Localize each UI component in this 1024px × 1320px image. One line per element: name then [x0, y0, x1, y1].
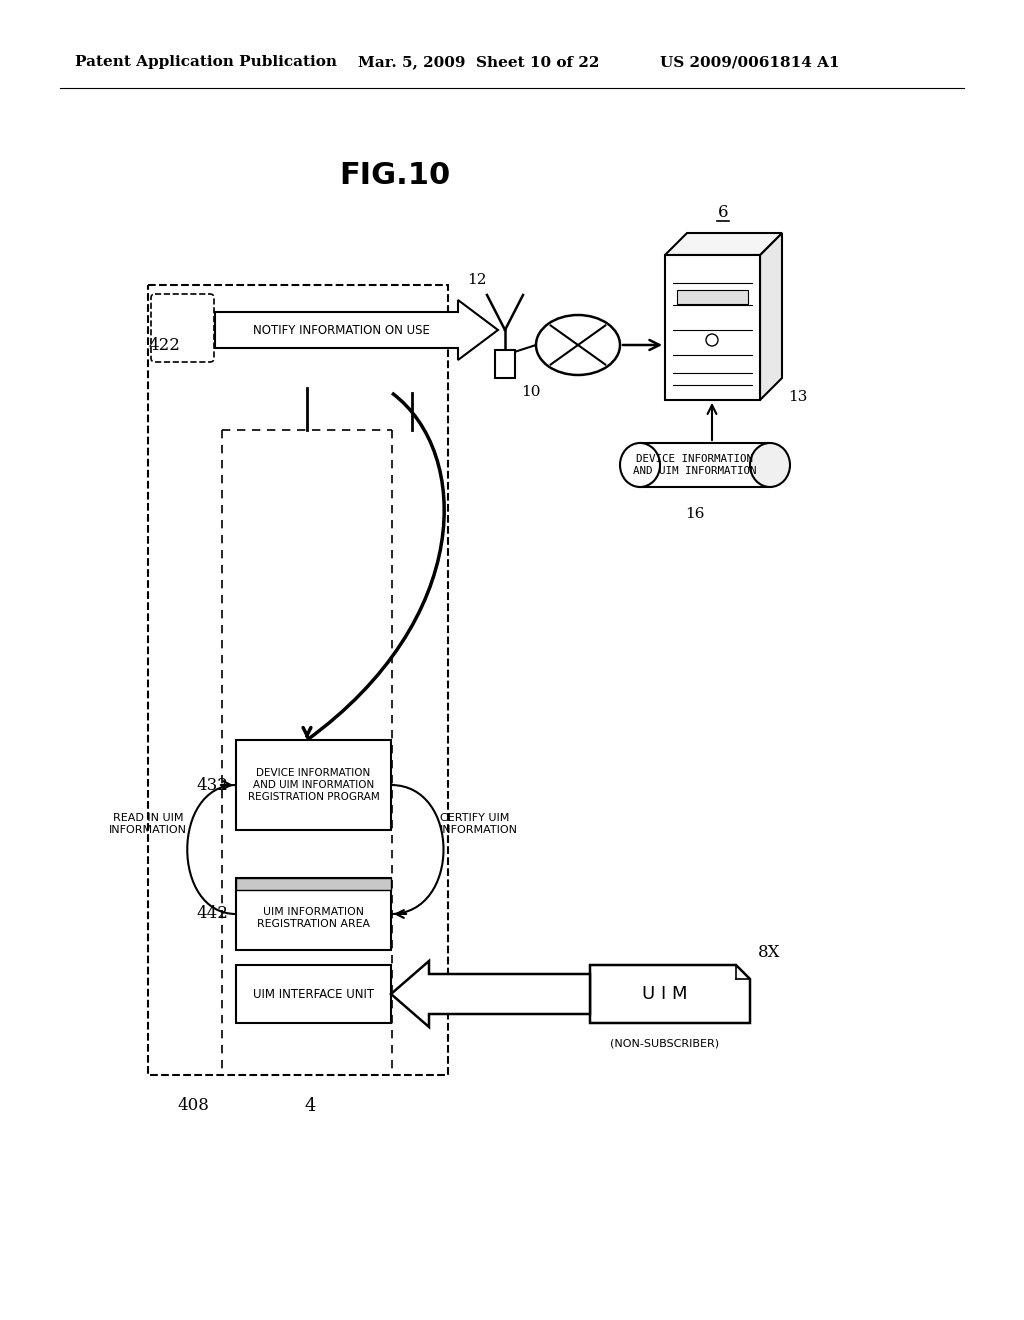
Bar — [236, 878, 391, 950]
Bar — [148, 285, 449, 1074]
Text: 4: 4 — [304, 1097, 315, 1115]
Ellipse shape — [620, 444, 660, 487]
Text: NOTIFY INFORMATION ON USE: NOTIFY INFORMATION ON USE — [253, 323, 430, 337]
Text: UIM INFORMATION
REGISTRATION AREA: UIM INFORMATION REGISTRATION AREA — [257, 907, 370, 929]
Text: (NON-SUBSCRIBER): (NON-SUBSCRIBER) — [610, 1039, 720, 1049]
Bar — [236, 741, 391, 830]
Text: 10: 10 — [521, 385, 541, 399]
Text: FIG.10: FIG.10 — [339, 161, 451, 190]
Polygon shape — [665, 234, 782, 255]
Bar — [677, 290, 748, 304]
Text: 408: 408 — [177, 1097, 209, 1114]
Text: US 2009/0061814 A1: US 2009/0061814 A1 — [660, 55, 840, 69]
Text: 16: 16 — [685, 507, 705, 521]
Circle shape — [706, 334, 718, 346]
Text: 6: 6 — [718, 205, 728, 220]
Bar — [665, 255, 760, 400]
Text: 442: 442 — [197, 906, 228, 923]
Bar — [236, 878, 391, 890]
Bar — [640, 444, 770, 487]
Bar — [495, 350, 515, 378]
Polygon shape — [760, 234, 782, 400]
Text: UIM INTERFACE UNIT: UIM INTERFACE UNIT — [253, 987, 374, 1001]
Text: 432: 432 — [197, 776, 228, 793]
Polygon shape — [590, 965, 750, 1023]
Polygon shape — [391, 961, 590, 1027]
Text: DEVICE INFORMATION
AND UIM INFORMATION: DEVICE INFORMATION AND UIM INFORMATION — [633, 454, 757, 475]
Text: Patent Application Publication: Patent Application Publication — [75, 55, 337, 69]
Text: DEVICE INFORMATION
AND UIM INFORMATION
REGISTRATION PROGRAM: DEVICE INFORMATION AND UIM INFORMATION R… — [248, 768, 379, 801]
Text: 8X: 8X — [758, 944, 780, 961]
Text: CERTIFY UIM
INFORMATION: CERTIFY UIM INFORMATION — [440, 813, 518, 834]
Text: U I M: U I M — [642, 985, 688, 1003]
Ellipse shape — [536, 315, 620, 375]
Text: READ IN UIM
INFORMATION: READ IN UIM INFORMATION — [109, 813, 187, 834]
Text: 13: 13 — [788, 389, 807, 404]
Polygon shape — [215, 300, 498, 360]
Bar — [236, 965, 391, 1023]
Ellipse shape — [750, 444, 790, 487]
Text: Mar. 5, 2009  Sheet 10 of 22: Mar. 5, 2009 Sheet 10 of 22 — [358, 55, 599, 69]
Text: 12: 12 — [468, 273, 487, 286]
Text: 422: 422 — [148, 337, 180, 354]
